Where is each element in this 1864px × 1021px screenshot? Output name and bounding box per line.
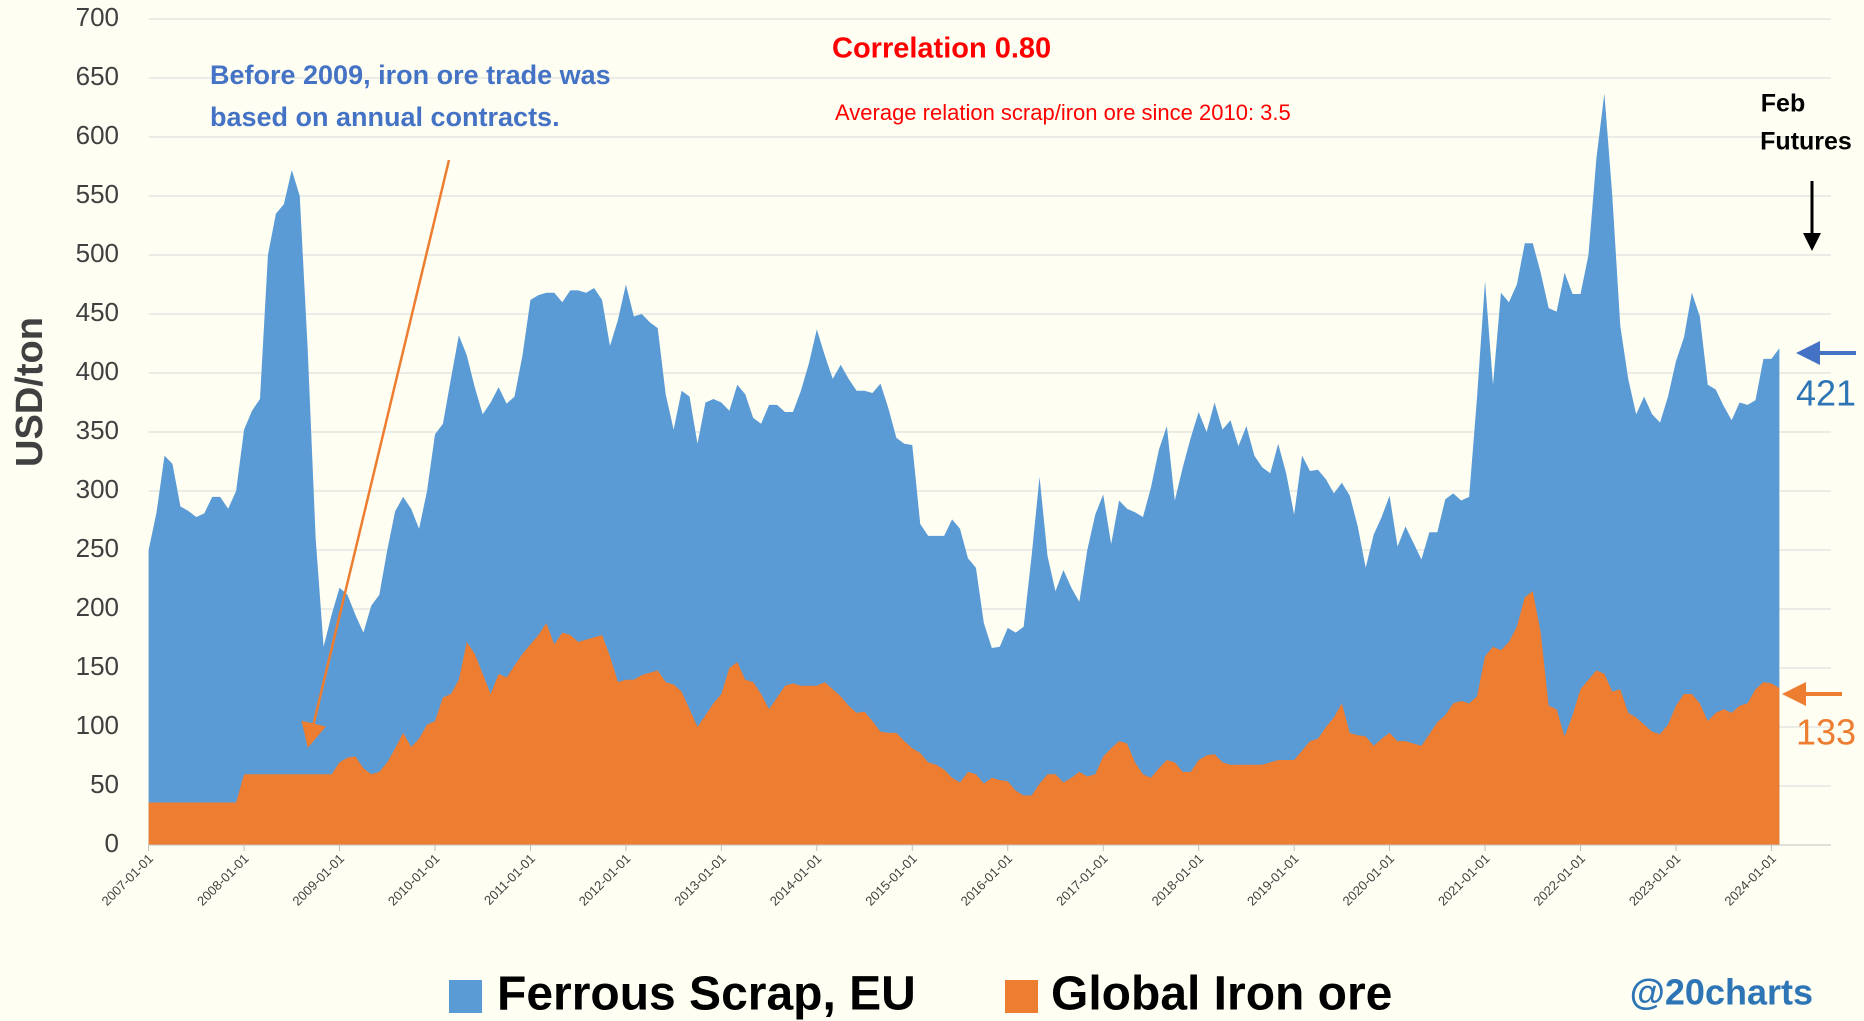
y-tick-label: 550 (76, 179, 119, 209)
x-tick-label: 2023-01-01 (1626, 851, 1684, 909)
x-tick-label: 2010-01-01 (385, 851, 443, 909)
y-tick-label: 150 (76, 651, 119, 681)
y-tick-label: 250 (76, 533, 119, 563)
y-tick-label: 650 (76, 61, 119, 91)
legend-swatch (449, 980, 482, 1013)
y-tick-label: 200 (76, 592, 119, 622)
x-tick-label: 2011-01-01 (481, 851, 538, 908)
x-tick-label: 2024-01-01 (1721, 851, 1779, 909)
y-tick-label: 600 (76, 120, 119, 150)
x-tick-label: 2021-01-01 (1435, 851, 1493, 909)
x-tick-label: 2022-01-01 (1530, 851, 1588, 909)
x-tick-label: 2012-01-01 (576, 851, 634, 909)
x-tick-label: 2015-01-01 (862, 851, 920, 909)
subtitle: Average relation scrap/iron ore since 20… (835, 100, 1291, 125)
y-tick-label: 400 (76, 356, 119, 386)
title: Correlation 0.80 (832, 33, 1051, 65)
last-value-label: 421 (1796, 373, 1856, 414)
y-axis-label: USD/ton (9, 317, 51, 467)
futures-label: Futures (1760, 128, 1852, 156)
y-tick-label: 700 (76, 2, 119, 32)
x-tick-label: 2008-01-01 (194, 851, 252, 909)
y-tick-label: 0 (105, 828, 119, 858)
credit: @20charts (1630, 972, 1813, 1013)
legend-swatch (1005, 980, 1038, 1013)
x-tick-label: 2013-01-01 (671, 851, 729, 909)
y-tick-label: 300 (76, 474, 119, 504)
area (148, 591, 1780, 845)
legend-label: Global Iron ore (1051, 968, 1392, 1021)
legend: Ferrous Scrap, EU Global Iron ore (449, 968, 1392, 1021)
y-tick-label: 500 (76, 238, 119, 268)
x-tick-label: 2020-01-01 (1340, 851, 1398, 909)
areas (148, 93, 1780, 846)
x-tick-label: 2009-01-01 (289, 851, 347, 909)
x-tick-label: 2014-01-01 (767, 851, 825, 909)
annotation-arrow (301, 159, 451, 748)
y-tick-label: 50 (90, 769, 119, 799)
y-tick-label: 100 (76, 710, 119, 740)
annotation-line: based on annual contracts. (210, 102, 560, 132)
x-tick-label: 2017-01-01 (1053, 851, 1111, 909)
annotation-line: Before 2009, iron ore trade was (210, 60, 611, 90)
y-tick-label: 350 (76, 415, 119, 445)
x-tick-label: 2018-01-01 (1149, 851, 1207, 909)
y-tick-label: 450 (76, 297, 119, 327)
x-tick-label: 2019-01-01 (1244, 851, 1302, 909)
x-tick-label: 2016-01-01 (958, 851, 1016, 909)
x-tick-label: 2007-01-01 (99, 851, 157, 909)
futures-label: Feb (1761, 90, 1805, 118)
legend-label: Ferrous Scrap, EU (497, 968, 916, 1021)
last-value-label: 133 (1796, 712, 1856, 753)
